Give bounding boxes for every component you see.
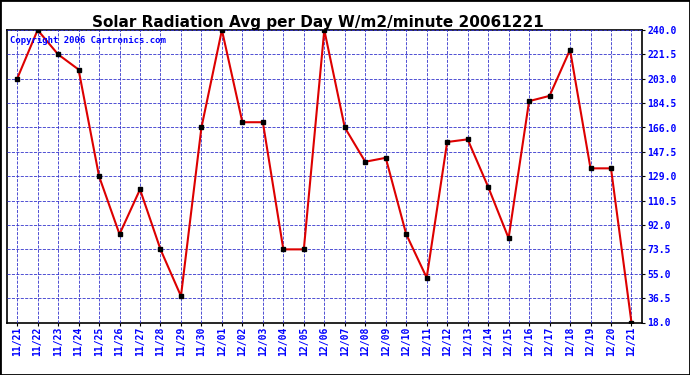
Text: Copyright 2006 Cartronics.com: Copyright 2006 Cartronics.com xyxy=(10,36,166,45)
Text: Solar Radiation Avg per Day W/m2/minute 20061221: Solar Radiation Avg per Day W/m2/minute … xyxy=(92,15,543,30)
